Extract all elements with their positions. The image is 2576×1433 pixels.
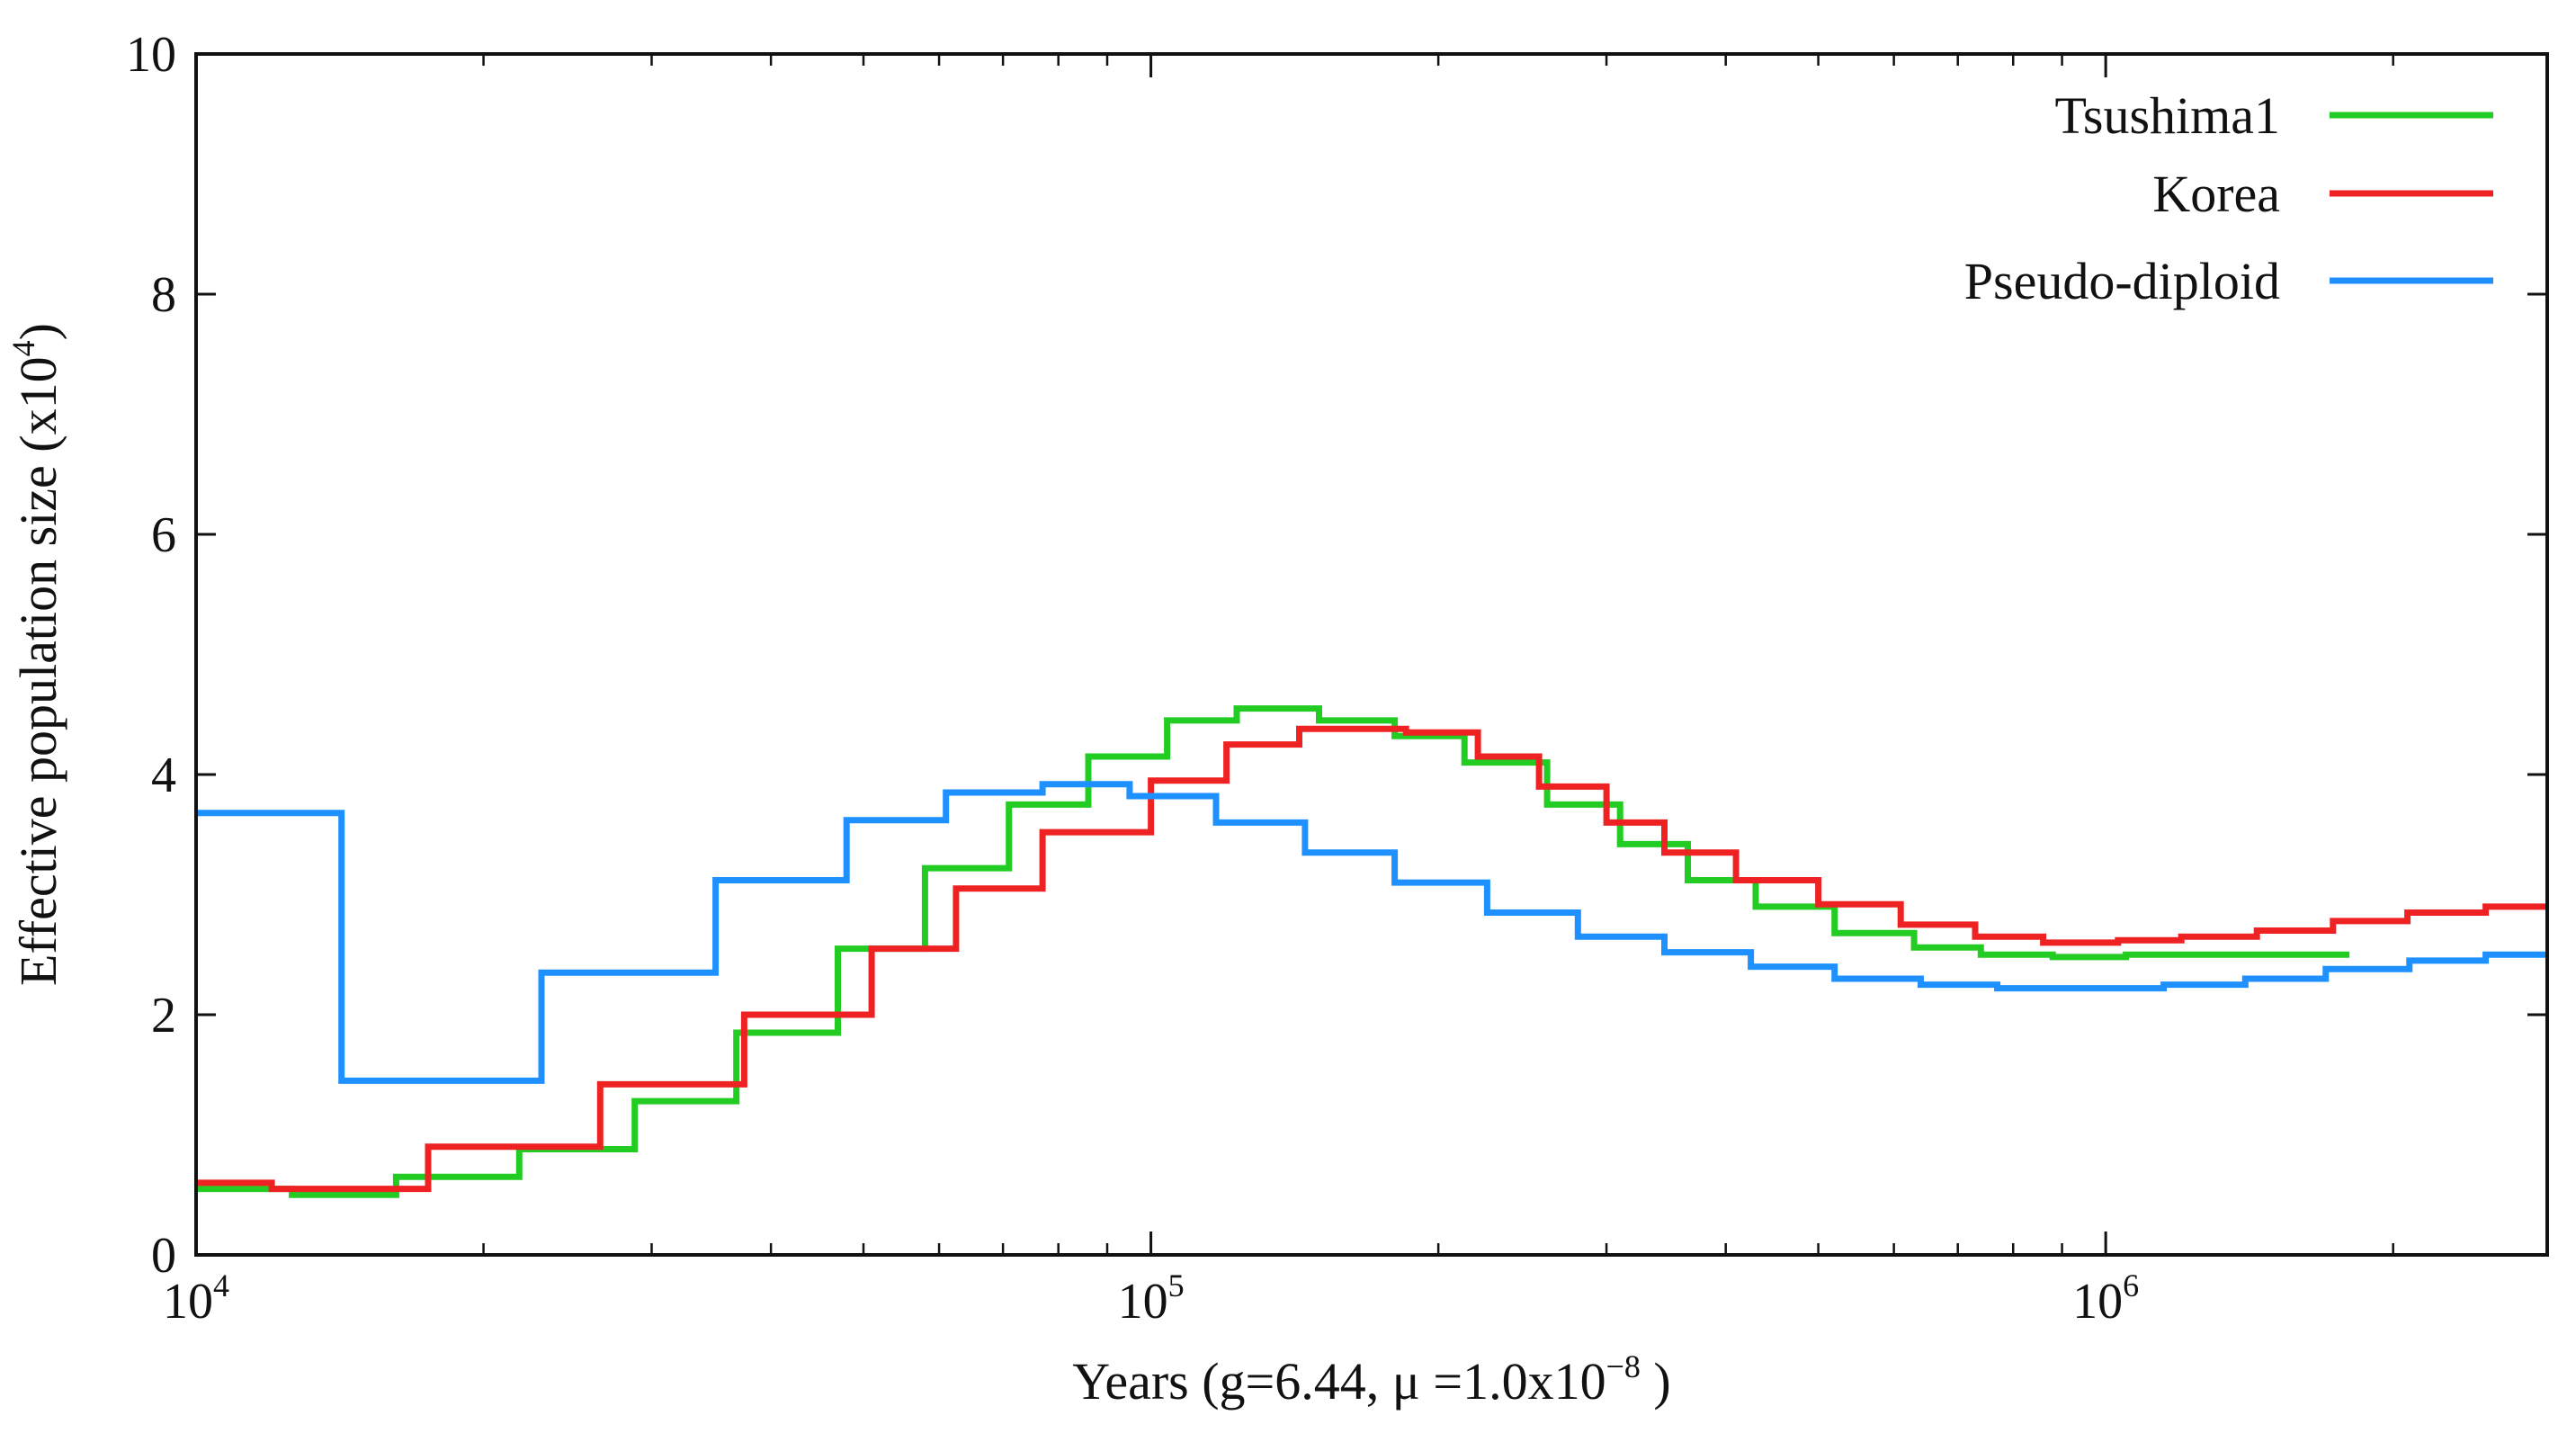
chart-axes-layer: 0 2 4 6 8 10 104 105 106 [126, 27, 2547, 1330]
y-tick-label: 8 [151, 267, 176, 323]
legend: Tsushima1 Korea Pseudo-diploid [1964, 86, 2493, 310]
series-layer [196, 705, 2547, 1198]
legend-label-pseudo-diploid: Pseudo-diploid [1964, 252, 2280, 310]
series-line-pseudo-diploid [196, 781, 2547, 1084]
y-tick-label: 4 [151, 748, 176, 803]
y-axis-title: Effective population size (x104) [5, 323, 67, 986]
y-tick-label: 2 [151, 988, 176, 1043]
y-tick-label: 0 [151, 1228, 176, 1284]
y-tick-label: 6 [151, 507, 176, 563]
plot-area-frame [194, 52, 2549, 1257]
x-tick-label: 104 [163, 1267, 229, 1330]
x-tick-label: 106 [2072, 1267, 2139, 1330]
x-axis-title: Years (g=6.44, μ =1.0x10−8 ) [1072, 1348, 1670, 1411]
x-tick-label: 105 [1118, 1267, 1185, 1330]
series-line-tsushima1 [196, 705, 2350, 1198]
legend-label-tsushima1: Tsushima1 [2055, 86, 2281, 145]
legend-label-korea: Korea [2152, 165, 2280, 223]
y-tick-label: 10 [126, 27, 176, 83]
series-line-korea [196, 725, 2547, 1193]
